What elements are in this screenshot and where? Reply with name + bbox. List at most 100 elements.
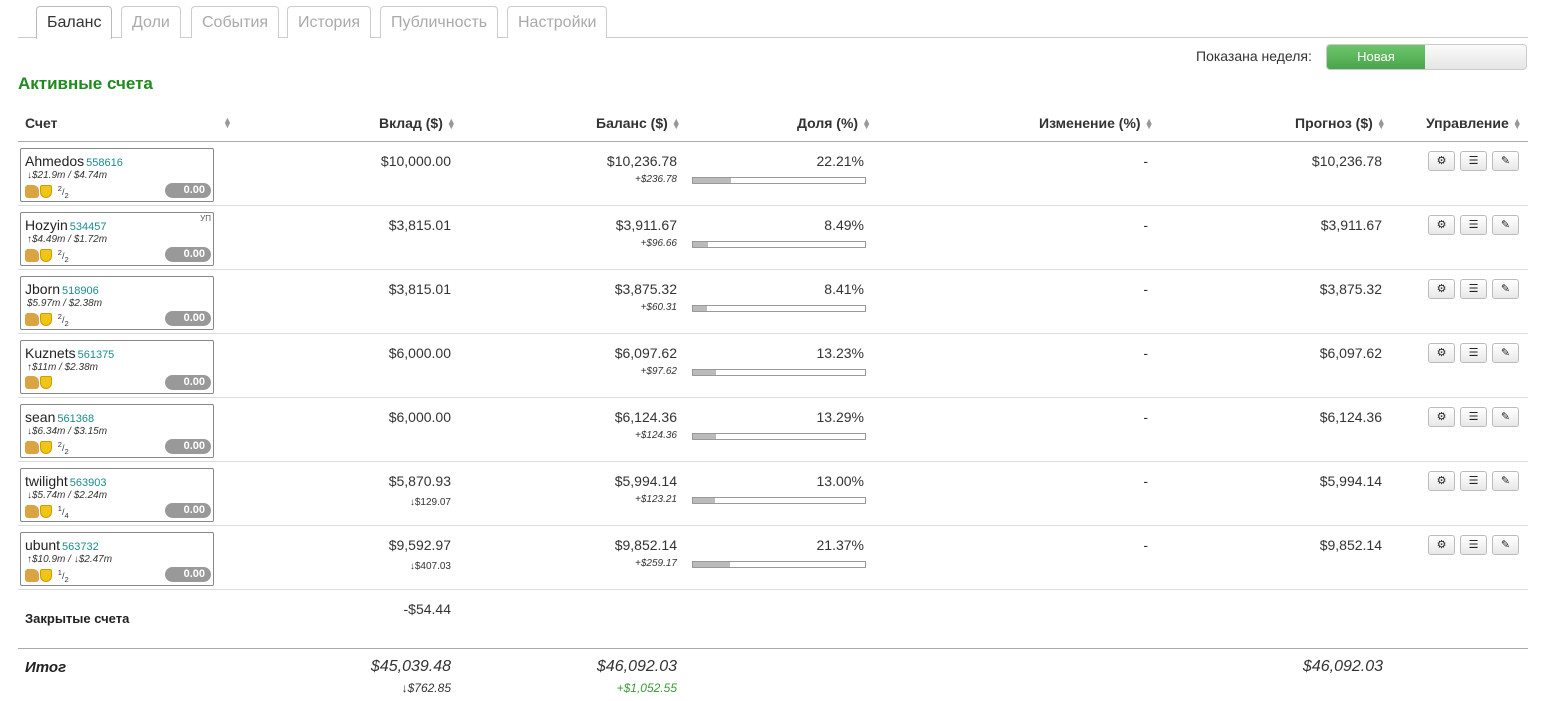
settings-button[interactable]: ⚙ [1428, 151, 1455, 171]
week-toggle[interactable]: Новая [1326, 44, 1527, 70]
edit-button[interactable]: ✎ [1492, 407, 1519, 427]
account-id[interactable]: 561368 [57, 413, 95, 425]
account-id[interactable]: 563732 [62, 541, 99, 553]
col-manage[interactable]: Управление ▲ ▼ [1426, 115, 1522, 132]
tab-bar: Баланс Доли События История Публичность … [18, 6, 1528, 39]
share-value: 8.49% [824, 217, 864, 233]
closed-accounts-label: Закрытые счета [25, 611, 130, 626]
list-icon: ☰ [1468, 475, 1479, 487]
account-name[interactable]: Jborn [25, 281, 61, 297]
account-name[interactable]: Ahmedos [25, 153, 85, 169]
account-badge: 0.00 [165, 311, 211, 326]
tab-events[interactable]: События [191, 6, 280, 38]
account-id[interactable]: 534457 [69, 221, 107, 233]
tab-settings[interactable]: Настройки [507, 6, 608, 38]
balance-value: $5,994.14 [614, 473, 677, 489]
total-deposit-change: ↓$762.85 [401, 681, 451, 695]
account-card[interactable]: Hozyin 534457 УП ↑$4.49m / $1.72m 2/2 0.0… [20, 212, 214, 266]
edit-button[interactable]: ✎ [1492, 471, 1519, 491]
details-button[interactable]: ☰ [1460, 151, 1487, 171]
col-share[interactable]: Доля (%) ▲ ▼ [797, 115, 871, 132]
account-card[interactable]: Jborn 518906 $5.97m / $2.38m 2/2 0.00 [20, 276, 214, 330]
tab-publicity[interactable]: Публичность [380, 6, 499, 38]
account-name[interactable]: sean [25, 409, 56, 425]
tab-history[interactable]: История [287, 6, 372, 38]
share-bar-fill [693, 370, 716, 375]
settings-button[interactable]: ⚙ [1428, 279, 1455, 299]
edit-button[interactable]: ✎ [1492, 343, 1519, 363]
gear-icon: ⚙ [1436, 219, 1447, 231]
details-button[interactable]: ☰ [1460, 535, 1487, 555]
account-name-line: Kuznets 561375 [25, 345, 114, 361]
total-deposit: $45,039.48 [370, 658, 451, 675]
account-id[interactable]: 518906 [62, 285, 99, 297]
account-card[interactable]: twilight 563903 ↓$5.74m / $2.24m 1/4 0.00 [20, 468, 214, 522]
shield-icon [40, 441, 52, 455]
shield-icon [40, 376, 52, 389]
share-bar [692, 177, 866, 184]
table-row: twilight 563903 ↓$5.74m / $2.24m 1/4 0.00… [18, 462, 1528, 526]
thumbs-up-icon [25, 313, 39, 327]
table-row: Hozyin 534457 УП ↑$4.49m / $1.72m 2/2 0.0… [18, 206, 1528, 270]
shield-icon [40, 185, 52, 199]
total-divider [18, 648, 1528, 649]
week-label: Показана неделя: [1196, 48, 1312, 64]
settings-button[interactable]: ⚙ [1428, 215, 1455, 235]
gear-icon: ⚙ [1436, 539, 1447, 551]
pencil-icon: ✎ [1500, 475, 1511, 487]
week-toggle-on[interactable]: Новая [1327, 45, 1425, 69]
account-id[interactable]: 558616 [86, 157, 123, 169]
details-button[interactable]: ☰ [1460, 343, 1487, 363]
edit-button[interactable]: ✎ [1492, 215, 1519, 235]
account-flag: УП [200, 214, 211, 223]
col-change[interactable]: Изменение (%) ▲ ▼ [1039, 115, 1154, 132]
settings-button[interactable]: ⚙ [1428, 535, 1455, 555]
details-button[interactable]: ☰ [1460, 471, 1487, 491]
change-value: - [1143, 345, 1148, 361]
settings-button[interactable]: ⚙ [1428, 343, 1455, 363]
account-card[interactable]: Kuznets 561375 ↑$11m / $2.38m 0.00 [20, 340, 214, 394]
account-ratio: 2/2 [57, 184, 69, 200]
edit-button[interactable]: ✎ [1492, 535, 1519, 555]
account-card[interactable]: Ahmedos 558616 ↓$21.9m / $4.74m 2/2 0.00 [20, 148, 214, 202]
edit-button[interactable]: ✎ [1492, 151, 1519, 171]
thumbs-up-icon [25, 441, 39, 455]
settings-button[interactable]: ⚙ [1428, 407, 1455, 427]
account-id[interactable]: 561375 [77, 349, 115, 361]
account-name[interactable]: ubunt [25, 537, 61, 553]
account-icons: 1/4 [25, 504, 69, 520]
col-deposit[interactable]: Вклад ($) ▲ ▼ [379, 115, 456, 132]
account-stats: ↑$4.49m / $1.72m [27, 234, 108, 245]
tab-shares[interactable]: Доли [121, 6, 181, 38]
share-bar-fill [693, 306, 708, 311]
account-name[interactable]: Kuznets [25, 345, 76, 361]
account-name-line: twilight 563903 [25, 473, 107, 489]
sort-icon[interactable]: ▲ ▼ [223, 115, 232, 130]
deposit-value: $10,000.00 [380, 153, 451, 169]
edit-button[interactable]: ✎ [1492, 279, 1519, 299]
account-card[interactable]: ubunt 563732 ↑$10.9m / ↓$2.47m 1/2 0.00 [20, 532, 214, 586]
details-button[interactable]: ☰ [1460, 279, 1487, 299]
list-icon: ☰ [1468, 539, 1479, 551]
tab-balance[interactable]: Баланс [36, 6, 113, 39]
details-button[interactable]: ☰ [1460, 215, 1487, 235]
sort-icon: ▲ ▼ [671, 116, 681, 132]
settings-button[interactable]: ⚙ [1428, 471, 1455, 491]
col-forecast[interactable]: Прогноз ($) ▲ ▼ [1295, 115, 1386, 132]
account-name[interactable]: twilight [25, 473, 68, 489]
pencil-icon: ✎ [1500, 283, 1511, 295]
account-name[interactable]: Hozyin [25, 217, 68, 233]
col-account[interactable]: Счет [25, 115, 58, 131]
account-badge: 0.00 [165, 503, 211, 518]
account-id[interactable]: 563903 [69, 477, 107, 489]
share-bar [692, 561, 866, 568]
forecast-value: $6,124.36 [1319, 409, 1382, 425]
balance-value: $10,236.78 [606, 153, 677, 169]
account-badge: 0.00 [165, 247, 211, 262]
balance-change: +$123.21 [635, 494, 677, 505]
col-balance[interactable]: Баланс ($) ▲ ▼ [596, 115, 681, 132]
share-bar [692, 497, 866, 504]
account-card[interactable]: sean 561368 ↓$6.34m / $3.15m 2/2 0.00 [20, 404, 214, 458]
details-button[interactable]: ☰ [1460, 407, 1487, 427]
balance-change: +$96.66 [640, 238, 677, 249]
